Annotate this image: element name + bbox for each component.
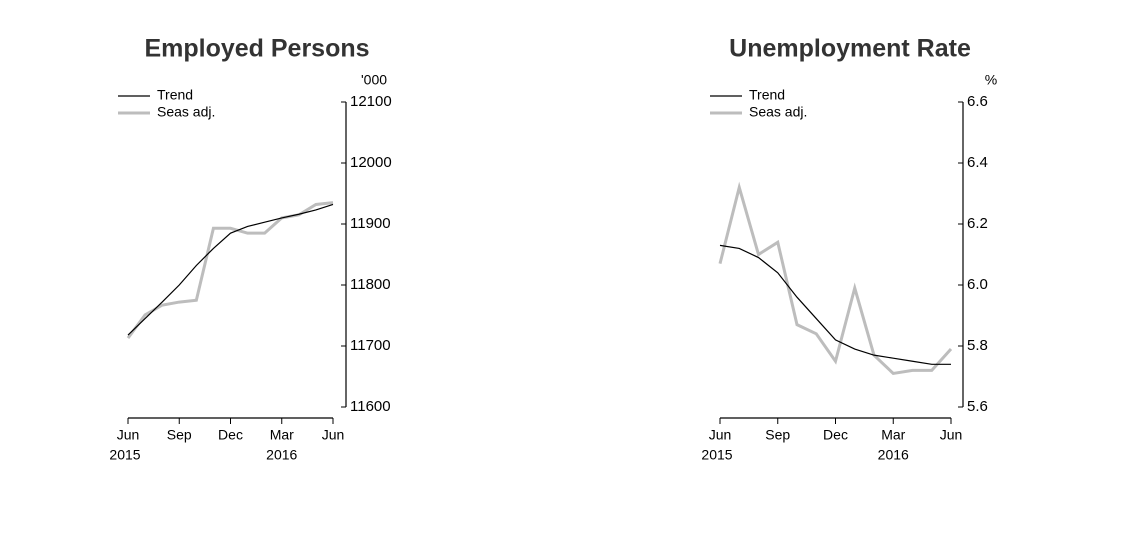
legend-label: Trend [749, 87, 785, 103]
y-tick-label: 5.8 [967, 337, 988, 354]
series-line [719, 244, 951, 365]
y-tick-label: 5.6 [967, 398, 988, 415]
y-tick-label: 11800 [350, 276, 391, 293]
y-tick-label: 11600 [350, 398, 391, 415]
x-year-label: 2016 [878, 447, 909, 463]
x-tick-label: Mar [881, 427, 905, 443]
series-line [127, 203, 334, 336]
y-tick-label: 6.6 [967, 93, 988, 110]
x-tick-label: Jun [322, 427, 345, 443]
x-tick-label: Jun [117, 427, 140, 443]
unit-label: '000 [361, 72, 387, 88]
x-tick-label: Jun [709, 427, 732, 443]
x-tick-label: Dec [218, 427, 243, 443]
x-tick-label: Jun [940, 427, 963, 443]
x-year-label: 2016 [266, 447, 297, 463]
legend-label: Seas adj. [157, 104, 215, 120]
x-tick-label: Dec [823, 427, 848, 443]
chart-title: Employed Persons [144, 35, 369, 63]
x-year-label: 2015 [109, 447, 140, 463]
series-line [718, 181, 953, 376]
y-tick-label: 6.4 [967, 154, 988, 171]
y-tick-label: 6.0 [967, 276, 988, 293]
y-tick-label: 11700 [350, 337, 391, 354]
series-line [126, 201, 334, 339]
chart-title: Unemployment Rate [729, 35, 971, 63]
x-tick-label: Sep [167, 427, 192, 443]
x-tick-label: Mar [270, 427, 294, 443]
y-tick-label: 6.2 [967, 215, 988, 232]
x-year-label: 2015 [701, 447, 732, 463]
y-tick-label: 12100 [350, 93, 392, 110]
legend-label: Seas adj. [749, 104, 807, 120]
unit-label: % [985, 72, 997, 88]
y-tick-label: 12000 [350, 154, 392, 171]
x-tick-label: Sep [765, 427, 790, 443]
y-tick-label: 11900 [350, 215, 391, 232]
legend-label: Trend [157, 87, 193, 103]
